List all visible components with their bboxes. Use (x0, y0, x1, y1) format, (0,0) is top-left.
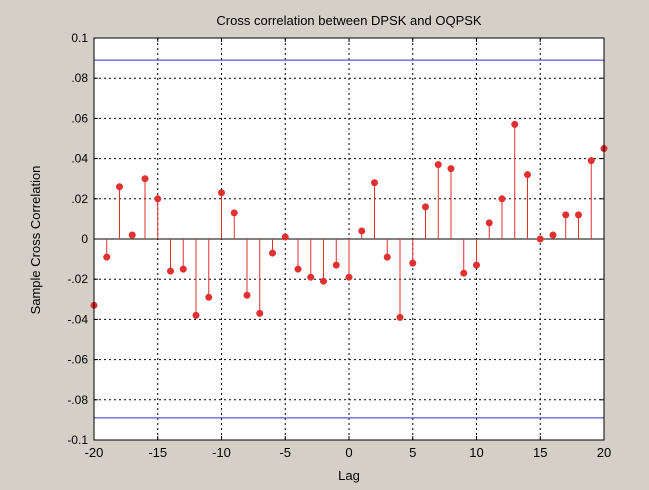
x-tick-label: -15 (148, 445, 167, 460)
x-tick-label: 5 (409, 445, 416, 460)
stem-marker (422, 203, 429, 211)
y-tick-label: -.04 (67, 312, 88, 326)
stem-marker (460, 269, 468, 277)
x-tick-label: 15 (533, 445, 547, 460)
stem-marker (256, 309, 264, 317)
x-tick-label: 0 (345, 445, 352, 460)
y-tick-label: -.02 (67, 272, 88, 286)
stem-marker (154, 195, 162, 203)
x-axis-ticks: -20 -15 -10 -5 0 5 10 15 20 (85, 38, 611, 460)
y-tick-label: .06 (71, 111, 88, 125)
x-tick-label: 10 (469, 445, 483, 460)
y-tick-label: .04 (71, 152, 88, 166)
confidence-bounds (94, 59, 604, 419)
stem-marker (243, 291, 251, 299)
stem-marker (473, 261, 480, 269)
y-tick-label: -.06 (67, 353, 88, 367)
stem-marker (371, 179, 378, 187)
stem-marker (281, 233, 289, 241)
stem-marker (587, 157, 595, 165)
stem-marker (116, 183, 123, 191)
y-tick-label: 0.1 (71, 31, 88, 45)
stem-marker (575, 211, 582, 219)
stem-marker (485, 219, 493, 227)
stem-marker (345, 273, 353, 281)
stem-marker (524, 171, 531, 179)
stem-marker (320, 277, 327, 285)
stem-marker (536, 235, 544, 243)
stem-marker (409, 259, 417, 267)
x-tick-label: -5 (279, 445, 291, 460)
y-tick-label: .08 (71, 71, 88, 85)
stem-marker (167, 267, 174, 275)
stem-marker (498, 195, 506, 203)
stem-marker (447, 165, 455, 173)
x-tick-label: -20 (85, 445, 104, 460)
y-tick-label: -0.1 (67, 433, 88, 447)
y-axis-ticks: -0.1 -.08 -.06 -.04 -.02 0 .02 .04 .06 .08 0.1 (67, 31, 604, 447)
stem-marker (307, 273, 315, 281)
stem-marker (549, 231, 557, 239)
stem-marker (358, 227, 366, 235)
x-axis-label: Lag (338, 468, 360, 483)
stem-marker (103, 253, 111, 261)
stem-marker (511, 120, 519, 128)
y-tick-label: .02 (71, 192, 88, 206)
stem-marker (192, 311, 200, 319)
stem-marker (230, 209, 238, 217)
stem-marker (332, 261, 340, 269)
stem-marker (269, 249, 276, 257)
stem-marker (294, 265, 302, 273)
stem-series (90, 120, 608, 321)
stem-marker (383, 253, 391, 261)
stem-marker (179, 265, 187, 273)
stem-marker (562, 211, 570, 219)
stem-marker (205, 293, 213, 301)
stem-marker (218, 189, 225, 197)
y-tick-label: -.08 (67, 393, 88, 407)
stem-marker (434, 161, 442, 169)
stem-marker (128, 231, 136, 239)
stem-marker (141, 175, 149, 183)
x-tick-label: 20 (597, 445, 611, 460)
y-tick-label: 0 (81, 232, 88, 246)
stem-marker (396, 313, 404, 321)
x-tick-label: -10 (212, 445, 231, 460)
y-axis-label: Sample Cross Correlation (28, 166, 43, 315)
chart-title: Cross correlation between DPSK and OQPSK (216, 13, 482, 28)
